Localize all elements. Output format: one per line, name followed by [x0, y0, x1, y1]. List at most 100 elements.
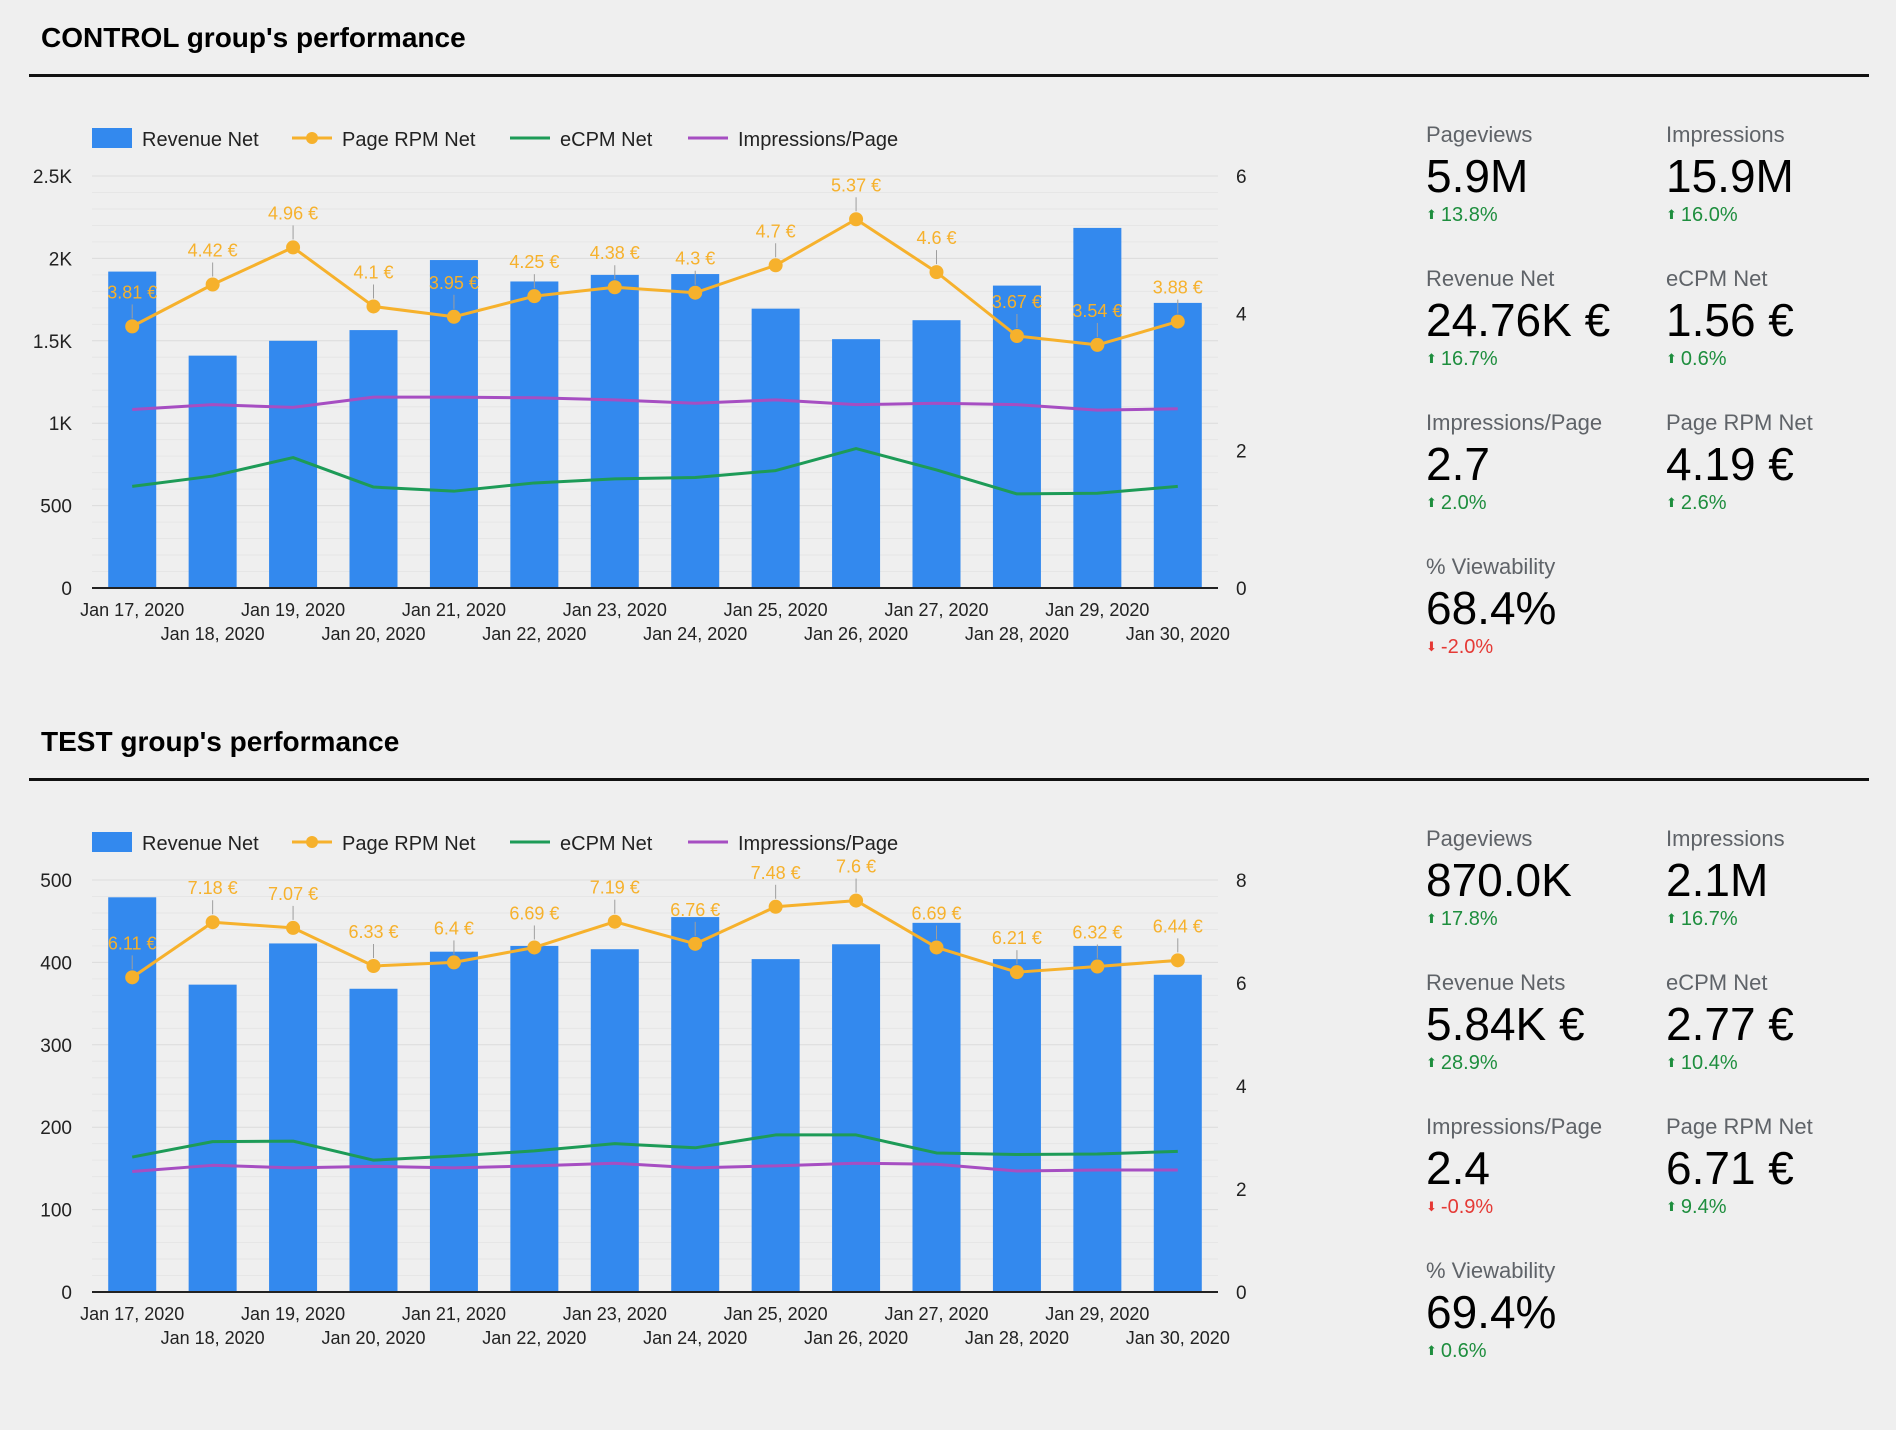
data-label: 3.81 € — [107, 282, 157, 302]
data-label: 4.3 € — [675, 249, 715, 269]
arrow-up-icon: ⬆ — [1666, 911, 1677, 926]
x-tick-label: Jan 22, 2020 — [482, 624, 586, 644]
x-tick-label: Jan 23, 2020 — [563, 1304, 667, 1324]
scorecard-label: Pageviews — [1426, 122, 1533, 147]
data-label: 4.42 € — [188, 240, 238, 260]
data-label: 4.38 € — [590, 243, 640, 263]
chart-legend: Revenue Net Page RPM Net eCPM Net Impressio… — [92, 128, 898, 151]
y-right-tick-label: 6 — [1236, 167, 1247, 188]
scorecard-value: 6.71 € — [1666, 1142, 1794, 1194]
scorecard-label: Revenue Net — [1426, 266, 1555, 291]
arrow-down-icon: ⬇ — [1426, 1199, 1437, 1214]
scorecard-delta: ⬆ 16.7% — [1426, 346, 1646, 372]
scorecard-pageviews[interactable]: Pageviews 870.0K ⬆ 17.8% — [1426, 826, 1646, 956]
scorecard-pageviews[interactable]: Pageviews 5.9M ⬆ 13.8% — [1426, 122, 1646, 252]
scorecard-impressions-per-page[interactable]: Impressions/Page 2.4 ⬇ -0.9% — [1426, 1114, 1646, 1244]
scorecard-viewability[interactable]: % Viewability 68.4% ⬇ -2.0% — [1426, 554, 1646, 684]
impressions-per-page-line — [132, 1161, 1178, 1173]
data-label: 7.07 € — [268, 884, 318, 904]
data-label: 7.48 € — [751, 863, 801, 883]
page-rpm-data-labels: 6.11 € 7.18 € 7.07 € 6.33 € 6.4 € 6.69 € 7.19 … — [108, 857, 1203, 970]
legend-label: Page RPM Net — [342, 129, 476, 151]
data-label: 4.6 € — [916, 228, 956, 248]
y-left-tick-label: 2K — [49, 249, 73, 270]
x-tick-label: Jan 21, 2020 — [402, 600, 506, 620]
data-label: 6.11 € — [108, 933, 157, 953]
scorecard-impressions[interactable]: Impressions 15.9M ⬆ 16.0% — [1666, 122, 1886, 252]
revenue-bars — [108, 897, 1202, 1292]
scorecard-delta: ⬆ 0.6% — [1666, 346, 1886, 372]
legend-swatch — [92, 128, 132, 148]
data-label: 3.67 € — [992, 292, 1042, 312]
page-rpm-markers — [125, 893, 1185, 985]
scorecard-value: 68.4% — [1426, 582, 1557, 634]
page-rpm-marker — [527, 289, 542, 304]
page-rpm-data-labels: 3.81 € 4.42 € 4.96 € 4.1 € 3.95 € 4.25 € 4.38 … — [107, 175, 1203, 337]
y-left-tick-label: 100 — [40, 1201, 72, 1222]
y-right-tick-label: 4 — [1236, 304, 1247, 325]
y-left-tick-label: 400 — [40, 953, 72, 974]
legend-label: eCPM Net — [560, 833, 653, 855]
page-rpm-marker — [849, 893, 864, 908]
chart-gridlines — [92, 175, 1218, 573]
x-tick-label: Jan 25, 2020 — [724, 600, 828, 620]
scorecard-value: 1.56 € — [1666, 294, 1794, 346]
data-label: 3.88 € — [1153, 278, 1203, 298]
legend-label: Impressions/Page — [738, 833, 898, 855]
scorecard-impressions[interactable]: Impressions 2.1M ⬆ 16.7% — [1666, 826, 1886, 956]
scorecard-page-rpm-net[interactable]: Page RPM Net 6.71 € ⬆ 9.4% — [1666, 1114, 1886, 1244]
data-label: 4.25 € — [509, 252, 559, 272]
scorecard-value: 870.0K — [1426, 854, 1572, 906]
x-tick-label: Jan 21, 2020 — [402, 1304, 506, 1324]
arrow-up-icon: ⬆ — [1426, 911, 1437, 926]
scorecard-page-rpm-net[interactable]: Page RPM Net 4.19 € ⬆ 2.6% — [1666, 410, 1886, 540]
x-tick-label: Jan 17, 2020 — [80, 1304, 184, 1324]
revenue-bar — [832, 944, 881, 1292]
section-title: CONTROL group's performance — [41, 22, 466, 53]
scorecard-ecpm-net[interactable]: eCPM Net 1.56 € ⬆ 0.6% — [1666, 266, 1886, 396]
arrow-up-icon: ⬆ — [1426, 1343, 1437, 1358]
test-scorecards: Pageviews 870.0K ⬆ 17.8% Impressions 2.1M… — [1426, 826, 1866, 1386]
x-tick-label: Jan 26, 2020 — [804, 624, 908, 644]
revenue-bar — [912, 922, 961, 1292]
x-tick-label: Jan 26, 2020 — [804, 1328, 908, 1348]
x-tick-label: Jan 28, 2020 — [965, 1328, 1069, 1348]
arrow-up-icon: ⬆ — [1666, 1199, 1677, 1214]
x-tick-label: Jan 23, 2020 — [563, 600, 667, 620]
scorecard-delta: ⬆ 9.4% — [1666, 1194, 1886, 1220]
y-right-tick-label: 2 — [1236, 1180, 1247, 1201]
data-label: 4.96 € — [268, 203, 318, 223]
revenue-bar — [751, 308, 800, 588]
page-rpm-net-line — [131, 217, 1179, 347]
scorecard-label: Page RPM Net — [1666, 410, 1813, 435]
control-combo-chart: Revenue Net Page RPM Net eCPM Net Impressio… — [33, 128, 1247, 644]
y-left-tick-label: 2.5K — [33, 167, 72, 188]
data-label: 6.69 € — [911, 903, 961, 923]
arrow-up-icon: ⬆ — [1426, 1055, 1437, 1070]
x-tick-label: Jan 19, 2020 — [241, 1304, 345, 1324]
page-rpm-marker — [286, 920, 301, 935]
revenue-bar — [510, 945, 559, 1292]
page-rpm-marker — [366, 299, 381, 314]
chart-gridlines — [92, 879, 1218, 1277]
scorecard-revenue-nets[interactable]: Revenue Nets 5.84K € ⬆ 28.9% — [1426, 970, 1646, 1100]
scorecard-revenue-net[interactable]: Revenue Net 24.76K € ⬆ 16.7% — [1426, 266, 1646, 396]
legend-item: eCPM Net — [510, 833, 653, 855]
legend-label: Page RPM Net — [342, 833, 476, 855]
y-right-tick-label: 4 — [1236, 1077, 1247, 1098]
ecpm-net-line — [132, 447, 1178, 496]
section-title: TEST group's performance — [41, 726, 400, 757]
x-tick-label: Jan 18, 2020 — [161, 624, 265, 644]
x-tick-label: Jan 24, 2020 — [643, 1328, 747, 1348]
page-rpm-marker — [1170, 953, 1185, 968]
scorecard-impressions-per-page[interactable]: Impressions/Page 2.7 ⬆ 2.0% — [1426, 410, 1646, 540]
legend-item: Revenue Net — [92, 128, 259, 151]
scorecard-ecpm-net[interactable]: eCPM Net 2.77 € ⬆ 10.4% — [1666, 970, 1886, 1100]
scorecard-viewability[interactable]: % Viewability 69.4% ⬆ 0.6% — [1426, 1258, 1646, 1388]
y-left-tick-label: 1K — [49, 414, 73, 435]
revenue-bar — [751, 959, 800, 1292]
impressions-per-page-line — [132, 395, 1178, 412]
control-scorecards: Pageviews 5.9M ⬆ 13.8% Impressions 15.9M … — [1426, 122, 1866, 682]
legend-item: Revenue Net — [92, 832, 259, 855]
y-right-tick-label: 0 — [1236, 579, 1247, 600]
